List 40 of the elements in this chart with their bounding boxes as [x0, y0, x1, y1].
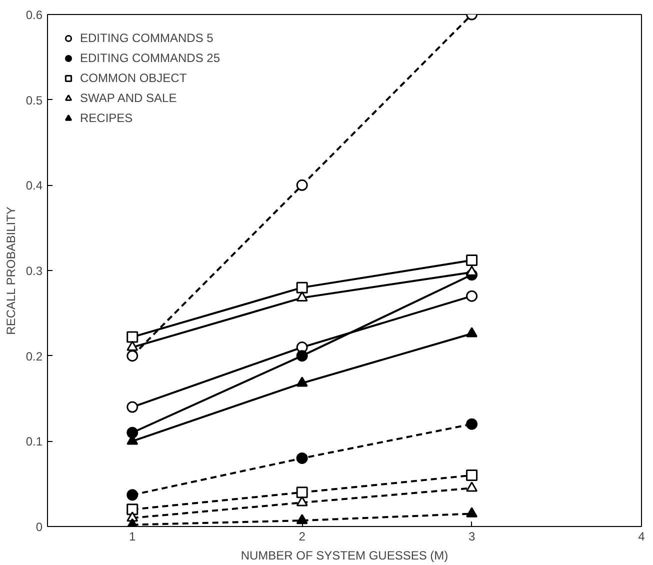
- point: [126, 489, 138, 501]
- point: [296, 282, 308, 294]
- x-tick-label: 2: [298, 530, 306, 544]
- legend-label: EDITING COMMANDS 25: [80, 51, 220, 65]
- x-axis-title: NUMBER OF SYSTEM GUESSES (M): [240, 548, 448, 562]
- legend-label: EDITING COMMANDS 5: [80, 31, 214, 45]
- x-tick-label: 3: [468, 530, 476, 544]
- x-tick-label: 1: [129, 530, 136, 544]
- y-axis-title: RECALL PROBABILITY: [4, 206, 18, 335]
- y-tick-label: 0.6: [26, 8, 43, 22]
- point: [296, 514, 308, 524]
- x-tick-label: 4: [638, 530, 646, 544]
- point: [466, 290, 478, 302]
- y-tick-label: 0: [36, 520, 43, 534]
- point: [466, 507, 478, 518]
- point: [466, 482, 478, 492]
- point: [126, 426, 138, 438]
- point: [466, 254, 478, 266]
- legend-label: RECIPES: [80, 111, 133, 125]
- y-tick-label: 0.2: [26, 349, 43, 364]
- point: [126, 340, 138, 351]
- point: [126, 331, 138, 343]
- point: [466, 418, 478, 430]
- point: [466, 470, 478, 482]
- point: [296, 496, 308, 506]
- legend-label: COMMON OBJECT: [80, 71, 187, 85]
- point: [296, 179, 308, 191]
- point: [296, 486, 308, 498]
- y-tick-label: 0.1: [26, 434, 43, 449]
- y-tick-label: 0.3: [26, 264, 43, 278]
- y-tick-label: 0.5: [26, 93, 43, 108]
- point: [296, 376, 308, 387]
- point: [126, 401, 138, 413]
- point: [296, 350, 308, 362]
- point: [296, 452, 308, 464]
- point: [126, 350, 138, 362]
- legend-label: SWAP AND SALE: [80, 91, 177, 105]
- point: [126, 504, 138, 516]
- y-tick-label: 0.4: [26, 178, 43, 193]
- point: [466, 327, 478, 338]
